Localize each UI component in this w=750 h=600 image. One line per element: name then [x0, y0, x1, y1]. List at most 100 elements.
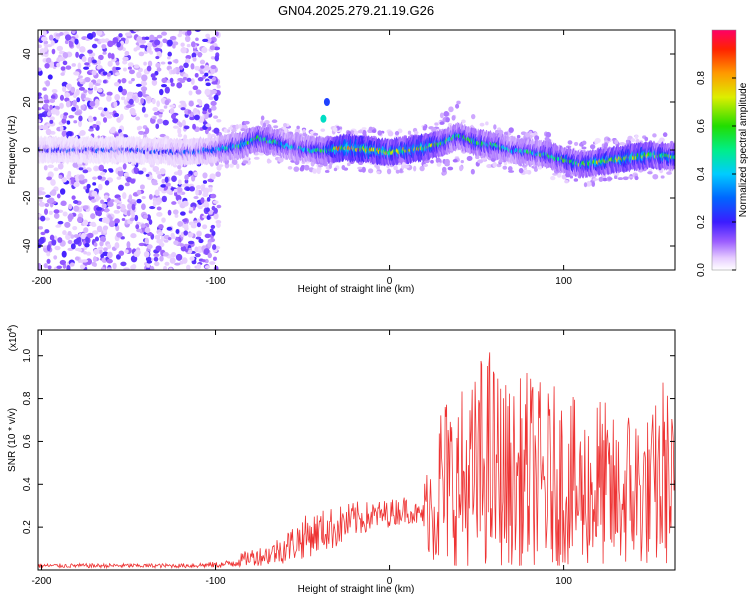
noise-cell — [195, 89, 202, 95]
noise-cell — [177, 199, 182, 205]
noise-cell — [176, 186, 183, 193]
noise-cell — [184, 223, 189, 230]
noise-cell — [65, 100, 71, 108]
noise-cell — [115, 61, 120, 66]
noise-cell — [59, 259, 67, 266]
noise-cell — [106, 72, 112, 77]
noise-cell — [106, 95, 112, 102]
noise-cell — [210, 224, 216, 229]
noise-cell — [103, 247, 108, 252]
noise-cell — [158, 108, 165, 113]
noise-cell — [193, 196, 199, 200]
noise-cell — [91, 69, 97, 76]
noise-cell — [146, 65, 152, 72]
noise-cell — [114, 66, 121, 71]
noise-cell — [160, 61, 166, 65]
halo-cell — [448, 106, 454, 113]
halo-cell — [583, 182, 588, 188]
noise-cell — [47, 74, 53, 80]
noise-cell — [204, 265, 211, 269]
noise-cell — [80, 232, 86, 240]
halo-cell — [236, 163, 240, 170]
noise-cell — [91, 59, 97, 64]
noise-cell — [210, 133, 216, 137]
noise-cell — [213, 115, 219, 119]
noise-cell — [118, 250, 125, 256]
noise-cell — [93, 248, 100, 255]
noise-cell — [173, 188, 178, 193]
noise-cell — [155, 245, 162, 252]
halo-cell — [407, 130, 412, 135]
noise-cell — [146, 260, 153, 264]
noise-cell — [184, 174, 189, 181]
noise-cell — [58, 56, 66, 62]
noise-cell — [62, 60, 68, 66]
noise-cell — [60, 200, 67, 207]
halo-cell — [316, 168, 321, 175]
noise-cell — [147, 60, 153, 67]
noise-cell — [159, 242, 165, 248]
noise-cell — [179, 243, 185, 248]
halo-cell — [447, 123, 453, 127]
noise-cell — [202, 259, 206, 263]
noise-cell — [123, 99, 128, 105]
noise-cell — [124, 50, 130, 56]
noise-cell — [60, 72, 65, 76]
noise-cell — [163, 265, 168, 270]
noise-cell — [74, 111, 82, 116]
noise-cell — [197, 205, 203, 210]
noise-cell — [177, 127, 182, 135]
noise-cell — [59, 102, 64, 109]
noise-cell — [148, 34, 155, 42]
noise-cell — [159, 255, 164, 262]
halo-cell — [662, 132, 668, 138]
noise-cell — [98, 54, 104, 61]
noise-cell — [64, 92, 71, 98]
noise-cell — [103, 107, 108, 112]
noise-cell — [186, 77, 192, 82]
noise-cell — [114, 93, 121, 101]
noise-cell — [100, 267, 106, 270]
halo-cell — [430, 159, 434, 164]
halo-cell — [591, 181, 596, 187]
noise-cell — [144, 237, 150, 245]
noise-cell — [43, 263, 48, 269]
noise-cell — [83, 97, 91, 101]
halo-cell — [625, 139, 630, 144]
noise-cell — [204, 88, 211, 96]
noise-cell — [42, 30, 47, 37]
noise-cell — [142, 167, 147, 173]
noise-cell — [184, 179, 189, 184]
noise-cell — [202, 224, 208, 230]
noise-cell — [140, 223, 146, 228]
noise-cell — [112, 262, 117, 270]
noise-cell — [190, 78, 195, 85]
halo-cell — [296, 125, 300, 130]
noise-cell — [130, 209, 134, 215]
noise-cell — [46, 251, 51, 257]
noise-cell — [46, 123, 53, 127]
noise-cell — [194, 65, 201, 71]
noise-cell — [198, 238, 204, 244]
noise-cell — [194, 253, 201, 258]
noise-cell — [78, 86, 85, 91]
noise-cell — [135, 116, 141, 121]
noise-cell — [150, 73, 156, 79]
noise-cell — [157, 173, 162, 180]
halo-cell — [243, 120, 250, 125]
noise-cell — [38, 67, 42, 72]
noise-cell — [155, 170, 160, 175]
halo-cell — [332, 126, 338, 132]
noise-cell — [86, 183, 91, 189]
noise-cell — [56, 45, 64, 52]
noise-cell — [53, 255, 58, 260]
noise-cell — [177, 179, 182, 185]
noise-cell — [185, 187, 191, 191]
noise-cell — [94, 236, 100, 242]
halo-cell — [231, 159, 238, 166]
noise-cell — [124, 249, 129, 254]
noise-cell — [203, 201, 210, 208]
noise-cell — [46, 244, 51, 252]
noise-cell — [57, 220, 64, 225]
